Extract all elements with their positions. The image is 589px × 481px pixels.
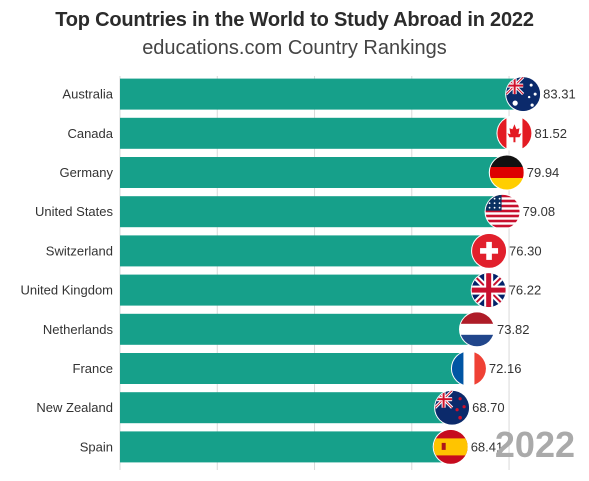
value-label: 76.30 <box>509 243 542 258</box>
value-label: 68.41 <box>471 439 504 454</box>
value-label: 81.52 <box>534 126 567 141</box>
value-label: 79.94 <box>527 165 560 180</box>
flag-france-icon <box>450 350 487 387</box>
bar <box>120 353 471 384</box>
chart-subtitle: educations.com Country Rankings <box>142 37 447 59</box>
bar <box>120 157 509 188</box>
flag-spain-icon <box>432 428 469 465</box>
flag-switzerland-icon <box>471 232 508 269</box>
bar <box>120 274 491 306</box>
category-label: New Zealand <box>36 400 113 415</box>
category-label: Switzerland <box>46 243 113 258</box>
year-watermark: 2022 <box>494 424 575 465</box>
labels: Australia 83.31 Canada 81.52 Germany 79.94 Uni… <box>21 87 576 455</box>
category-label: Netherlands <box>43 322 114 337</box>
category-label: Spain <box>80 439 113 454</box>
chart-title: Top Countries in the World to Study Abro… <box>55 9 534 31</box>
bar <box>120 431 453 463</box>
value-label: 73.82 <box>497 322 530 337</box>
flag-canada-icon <box>496 115 533 152</box>
bar <box>120 392 455 424</box>
bar <box>120 196 505 228</box>
category-label: Australia <box>62 87 113 102</box>
flag-germany-icon <box>488 154 525 191</box>
flag-united-states-icon <box>484 193 521 230</box>
flag-new-zealand-icon <box>434 389 471 426</box>
value-label: 79.08 <box>523 204 556 219</box>
value-label: 72.16 <box>489 361 522 376</box>
bar <box>120 117 517 149</box>
bar <box>120 235 492 267</box>
bar <box>120 78 526 110</box>
bars <box>120 76 542 465</box>
value-label: 83.31 <box>543 87 576 102</box>
bar <box>120 313 479 345</box>
category-label: United States <box>35 204 114 219</box>
flag-united-kingdom-icon <box>470 272 507 309</box>
category-label: United Kingdom <box>21 283 114 298</box>
category-label: Germany <box>60 165 114 180</box>
category-label: Canada <box>67 126 113 141</box>
value-label: 76.22 <box>509 283 542 298</box>
flag-netherlands-icon <box>458 311 495 348</box>
value-label: 68.70 <box>472 400 505 415</box>
flag-australia-icon <box>505 76 542 113</box>
category-label: France <box>73 361 113 376</box>
